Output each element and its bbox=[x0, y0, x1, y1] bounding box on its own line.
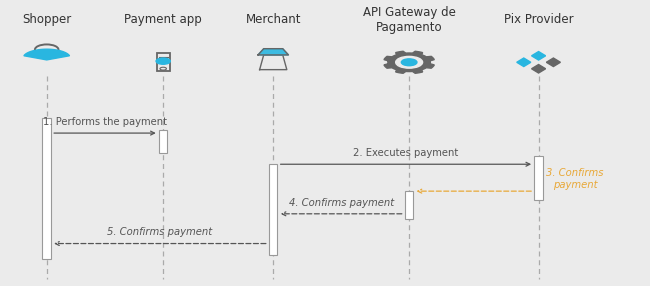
Polygon shape bbox=[532, 51, 545, 60]
Circle shape bbox=[396, 56, 422, 68]
Circle shape bbox=[401, 59, 417, 66]
Bar bbox=[269, 164, 278, 255]
Text: Shopper: Shopper bbox=[22, 13, 72, 26]
Bar bbox=[534, 156, 543, 200]
Polygon shape bbox=[384, 51, 434, 73]
Text: Payment app: Payment app bbox=[124, 13, 202, 26]
Polygon shape bbox=[24, 49, 70, 60]
Bar bbox=[159, 130, 168, 153]
Polygon shape bbox=[258, 49, 289, 55]
Circle shape bbox=[156, 58, 170, 64]
Bar bbox=[405, 191, 413, 219]
Text: 5. Confirms payment: 5. Confirms payment bbox=[107, 227, 213, 237]
Text: Merchant: Merchant bbox=[246, 13, 301, 26]
Text: 2. Executes payment: 2. Executes payment bbox=[354, 148, 458, 158]
Bar bbox=[157, 53, 170, 72]
Polygon shape bbox=[532, 65, 545, 73]
Text: API Gateway de
Pagamento: API Gateway de Pagamento bbox=[363, 6, 456, 34]
Polygon shape bbox=[547, 58, 560, 67]
Polygon shape bbox=[517, 58, 531, 67]
Bar bbox=[42, 118, 51, 259]
Text: 3. Confirms
payment: 3. Confirms payment bbox=[547, 168, 604, 190]
Text: 4. Confirms payment: 4. Confirms payment bbox=[289, 198, 394, 208]
Text: 1. Performs the payment: 1. Performs the payment bbox=[43, 117, 167, 127]
Text: Pix Provider: Pix Provider bbox=[504, 13, 573, 26]
